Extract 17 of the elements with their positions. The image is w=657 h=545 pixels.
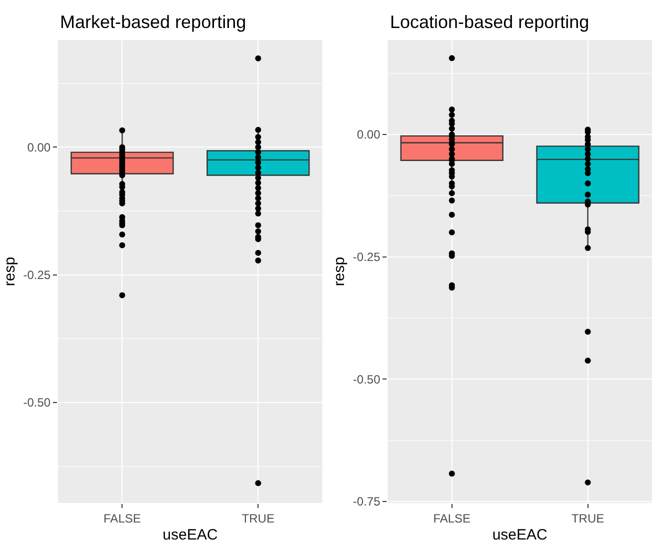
y-tick-label: 0.00 — [27, 140, 51, 154]
y-axis-title: resp — [331, 256, 348, 286]
chart-title: Location-based reporting — [390, 12, 590, 32]
x-axis-title: useEAC — [162, 526, 218, 544]
y-tick-label: -0.50 — [352, 372, 381, 386]
y-tick-label: 0.00 — [356, 128, 381, 142]
chart-title: Market-based reporting — [60, 12, 246, 32]
y-tick-label: -0.50 — [23, 396, 51, 410]
x-tick-label: TRUE — [242, 511, 274, 526]
x-tick-label: FALSE — [104, 511, 141, 526]
x-tick-label: FALSE — [433, 511, 471, 526]
y-axis-title: resp — [1, 256, 18, 286]
x-axis-title: useEAC — [492, 526, 548, 544]
y-tick-label: -0.25 — [352, 250, 381, 264]
y-tick-label: -0.25 — [23, 268, 51, 282]
x-tick-label: TRUE — [571, 511, 604, 526]
y-tick-label: -0.75 — [352, 494, 381, 509]
